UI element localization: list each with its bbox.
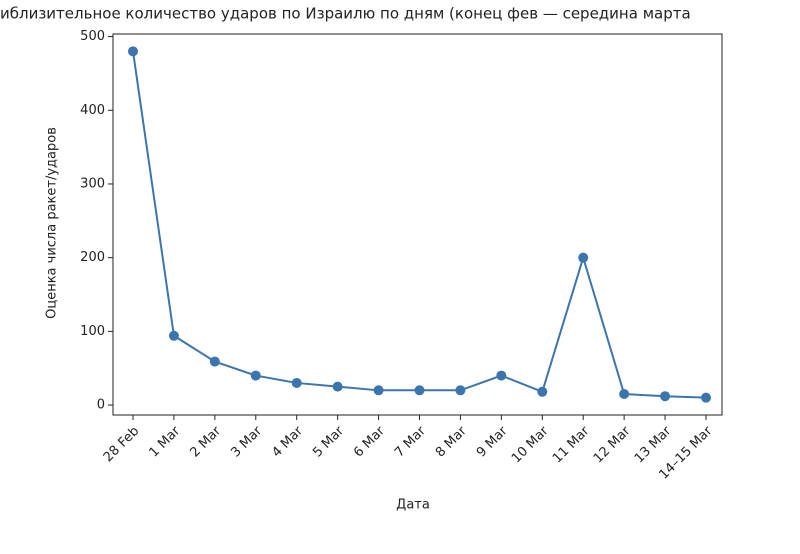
data-point: [660, 391, 671, 402]
x-tick-label: 10 Mar: [509, 423, 552, 466]
x-tick-label: 12 Mar: [591, 423, 634, 466]
x-tick-label: 9 Mar: [474, 423, 511, 460]
y-tick-label: 0: [97, 398, 105, 413]
y-tick-label: 200: [80, 250, 105, 265]
data-point: [701, 392, 711, 403]
x-tick-label: 3 Mar: [228, 423, 265, 460]
data-line: [132, 51, 707, 399]
y-axis-label: Оценка числа ракет/ударов: [45, 127, 60, 319]
data-point: [128, 46, 138, 57]
x-tick-label: 8 Mar: [433, 423, 470, 460]
x-tick-label: 28 Feb: [101, 424, 143, 466]
data-point: [578, 252, 589, 263]
x-tick-label: 4 Mar: [269, 423, 306, 460]
y-tick-label: 300: [80, 176, 105, 191]
x-axis-label: Дата: [396, 498, 430, 513]
data-point: [414, 385, 425, 396]
y-tick-label: 100: [80, 324, 105, 339]
data-point: [455, 385, 466, 396]
plot-frame: [112, 33, 723, 416]
x-tick-label: 5 Mar: [310, 423, 347, 460]
data-point: [250, 370, 261, 381]
x-tick-label: 2 Mar: [187, 423, 224, 460]
data-point: [209, 356, 220, 367]
data-point: [537, 386, 548, 397]
data-point: [619, 388, 630, 399]
x-tick-label: 6 Mar: [351, 423, 388, 460]
y-tick-label: 400: [80, 103, 105, 118]
chart-title: иблизительное количество ударов по Израи…: [0, 5, 691, 23]
data-point: [168, 330, 179, 341]
data-point: [332, 381, 343, 392]
data-point: [373, 385, 384, 396]
x-tick-label: 11 Mar: [550, 423, 593, 466]
y-tick-label: 500: [80, 29, 105, 44]
data-point: [496, 370, 507, 381]
data-point: [291, 377, 302, 388]
x-tick-label: 7 Mar: [392, 423, 429, 460]
x-tick-label: 1 Mar: [147, 423, 184, 460]
